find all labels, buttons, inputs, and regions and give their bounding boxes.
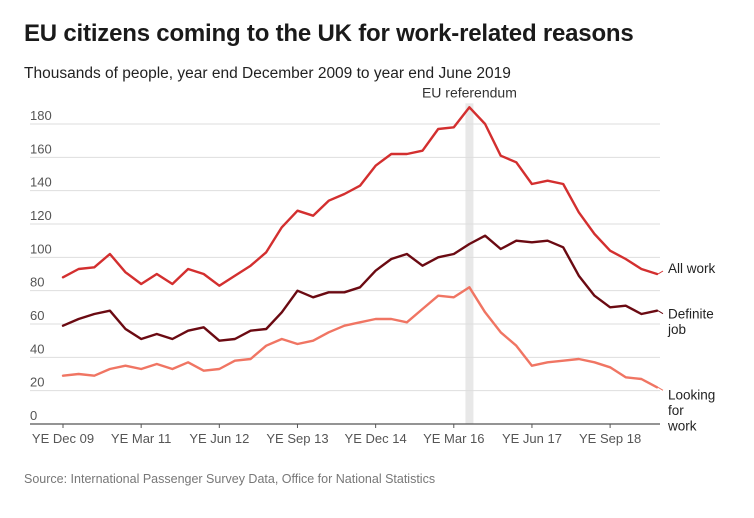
y-tick-label: 100 [30,241,52,256]
y-tick-label: 180 [30,108,52,123]
series-label-all-work: All work [668,261,716,276]
x-tick-label: YE Jun 12 [189,431,249,446]
chart-title: EU citizens coming to the UK for work-re… [24,20,634,47]
y-tick-label: 20 [30,375,44,390]
y-tick-label: 120 [30,208,52,223]
y-tick-label: 80 [30,275,44,290]
x-tick-label: YE Mar 11 [111,431,171,446]
y-tick-label: 0 [30,408,37,423]
series-leader-looking-for-work [657,386,664,391]
y-tick-label: 40 [30,341,44,356]
series-label-looking-for-work: Looking for work [667,387,715,433]
x-tick-label: YE Sep 13 [266,431,328,446]
series-line-looking-for-work [61,286,659,389]
x-tick-label: YE Sep 18 [579,431,641,446]
source-note: Source: International Passenger Survey D… [24,472,436,486]
chart-subtitle: Thousands of people, year end December 2… [24,65,511,82]
x-tick-label: YE Mar 16 [423,431,484,446]
series-line-definite-job [61,234,659,342]
y-tick-label: 140 [30,175,52,190]
y-tick-label: 160 [30,141,52,156]
x-tick-label: YE Jun 17 [502,431,562,446]
y-tick-label: 60 [30,308,44,323]
series-leader-definite-job [657,310,664,315]
series-label-definite-job: Definite job [667,307,714,338]
series-leader-all-work [657,270,664,275]
series-line-all-work [61,106,659,287]
referendum-band [465,103,474,424]
x-tick-label: YE Dec 14 [345,431,407,446]
x-tick-label: YE Dec 09 [32,431,94,446]
annotation-label: EU referendum [422,84,517,100]
